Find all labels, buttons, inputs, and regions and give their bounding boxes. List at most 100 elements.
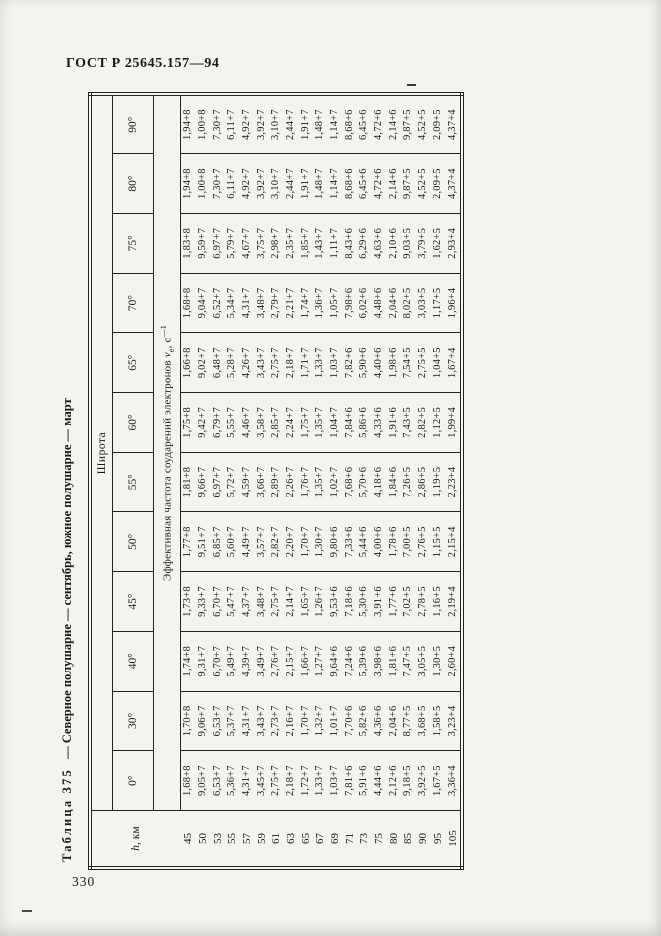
value-cell: 9,51+7: [195, 511, 211, 572]
value-cell: 4,72+6: [371, 153, 387, 214]
value-cell: 3,79+5: [415, 213, 431, 274]
value-cell: 1,27+7: [313, 631, 328, 692]
value-cell: 1,17+5: [430, 273, 446, 333]
table-row: 57 4,31+7 4,31+7 4,39+7 4,37+7 4,49+7 4,59+7 4,…: [239, 94, 255, 868]
subtitle-text: Эффективная частота соударений электроно…: [161, 357, 174, 581]
latitude-header-cell: 55°: [112, 452, 154, 512]
value-cell: 6,85+7: [210, 511, 226, 572]
value-cell: 9,18+5: [402, 765, 414, 797]
h-cell: 57: [239, 810, 255, 868]
value-cell: 5,30+6: [357, 571, 372, 632]
value-cell: 9,33+7: [195, 571, 211, 632]
value-cell: 3,05+5: [415, 631, 431, 692]
h-cell: 67: [313, 810, 328, 868]
value-cell: 1,62+5: [430, 213, 446, 274]
h-km-header-unit: , км: [130, 826, 143, 845]
value-cell: 3,66+7: [254, 452, 270, 512]
value-cell: 1,48+7: [313, 153, 328, 214]
value-cell: 1,35+7: [313, 392, 328, 453]
value-cell: 4,72+6: [371, 94, 387, 154]
margin-dash-bottom: [22, 910, 32, 912]
nu-symbol: ν: [161, 352, 174, 358]
value-cell: 2,26+7: [283, 452, 299, 512]
value-cell: 2,20+7: [283, 511, 299, 572]
value-cell: 7,68+6: [342, 452, 358, 512]
value-cell: 1,33+7: [314, 765, 326, 797]
value-cell: 7,43+5: [401, 392, 416, 453]
value-cell: 2,14+7: [283, 571, 299, 632]
value-cell: 1,83+8: [180, 213, 196, 274]
value-cell: 1,05+7: [327, 273, 343, 333]
value-cell: 6,48+7: [210, 332, 226, 393]
value-cell: 1,66+7: [298, 631, 314, 692]
page-number: 330: [72, 874, 96, 889]
h-cell: 90: [415, 810, 431, 868]
value-cell: 9,31+7: [195, 631, 211, 692]
value-cell: 1,67+5: [431, 765, 443, 797]
h-cell: 105: [445, 810, 462, 868]
value-cell: 5,72+7: [225, 452, 240, 512]
value-cell: 5,34+7: [225, 273, 240, 333]
table-row: 95 1,67+5 1,58+5 1,30+5 1,16+5 1,15+5 1,19+5 1,…: [430, 94, 446, 868]
value-cell: 3,36+4: [446, 765, 458, 797]
value-cell: 9,59+7: [195, 213, 211, 274]
value-cell: 6,70+7: [210, 631, 226, 692]
value-cell: 1,68+8: [182, 765, 194, 797]
value-cell: 4,39+7: [239, 631, 255, 692]
value-cell: 5,39+6: [357, 631, 372, 692]
value-cell: 6,45+6: [357, 153, 372, 214]
value-cell: 1,04+5: [430, 332, 446, 393]
value-cell: 4,26+7: [239, 332, 255, 393]
value-cell: 4,49+7: [239, 511, 255, 572]
table-row: 63 2,18+7 2,16+7 2,15+7 2,14+7 2,20+7 2,26+7 2,…: [283, 94, 299, 868]
value-cell: 1,98+6: [386, 332, 402, 393]
value-cell: 2,44+7: [283, 94, 299, 154]
value-cell: 9,05+7: [197, 765, 209, 797]
value-cell: 2,19+4: [445, 571, 462, 632]
latitude-header-cell: 40°: [112, 631, 154, 692]
value-cell: 2,18+7: [285, 765, 297, 797]
value-cell: 1,70+8: [180, 691, 196, 751]
value-cell: 5,37+7: [225, 691, 240, 751]
value-cell: 2,82+7: [269, 511, 284, 572]
value-cell: 1,85+7: [298, 213, 314, 274]
value-cell: 1,11+7: [327, 213, 343, 274]
value-cell: 5,44+6: [357, 511, 372, 572]
value-cell: 2,21+7: [283, 273, 299, 333]
value-cell: 6,97+7: [210, 213, 226, 274]
value-cell: 9,64+6: [327, 631, 343, 692]
value-cell: 2,10+6: [386, 213, 402, 274]
value-cell: 3,92+5: [417, 765, 429, 797]
value-cell: 2,89+7: [269, 452, 284, 512]
value-cell: 1,35+7: [313, 452, 328, 512]
value-cell: 2,44+7: [283, 153, 299, 214]
value-cell: 2,79+7: [269, 273, 284, 333]
value-cell: 3,58+7: [254, 392, 270, 453]
value-cell: 9,66+7: [195, 452, 211, 512]
value-cell: 9,42+7: [195, 392, 211, 453]
value-cell: 1,65+7: [298, 571, 314, 632]
value-cell: 1,78+6: [386, 511, 402, 572]
page-header-doc-code: ГОСТ Р 25645.157—94: [66, 56, 220, 71]
value-cell: 3,43+7: [254, 332, 270, 393]
value-cell: 7,98+6: [342, 273, 358, 333]
value-cell: 1,26+7: [313, 571, 328, 632]
table-row: 67 1,33+7 1,32+7 1,27+7 1,26+7 1,30+7 1,35+7 1,…: [313, 94, 328, 868]
value-cell: 1,70+7: [298, 691, 314, 751]
value-cell: 2,82+5: [415, 392, 431, 453]
value-cell: 4,31+7: [239, 691, 255, 751]
value-cell: 1,81+8: [180, 452, 196, 512]
value-cell: 1,00+8: [195, 94, 211, 154]
value-cell: 5,47+7: [225, 571, 240, 632]
h-cell: 80: [386, 810, 402, 868]
h-cell: 53: [210, 810, 226, 868]
value-cell: 5,55+7: [225, 392, 240, 453]
value-cell: 6,53+7: [211, 765, 223, 797]
value-cell: 1,91+7: [298, 94, 314, 154]
value-cell: 2,78+5: [415, 571, 431, 632]
value-cell: 2,12+6: [387, 765, 399, 797]
h-cell: 63: [283, 810, 299, 868]
latitude-header-cell: 50°: [112, 511, 154, 572]
value-cell: 1,70+7: [298, 511, 314, 572]
h-cell: 71: [342, 810, 358, 868]
